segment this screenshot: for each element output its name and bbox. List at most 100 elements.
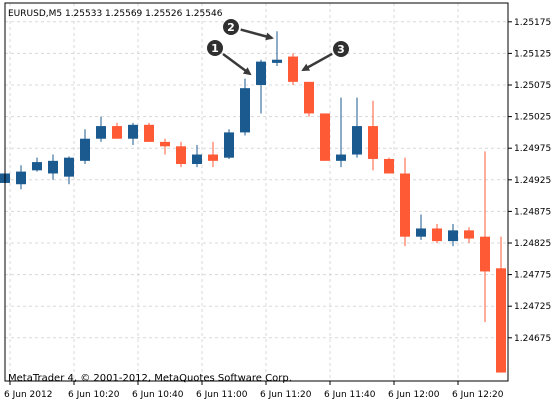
candle-body	[288, 56, 298, 82]
candle-body	[48, 160, 58, 174]
candle-body	[448, 230, 458, 242]
candle	[272, 31, 282, 67]
annotation-arrow	[222, 52, 252, 76]
candle	[448, 224, 458, 247]
x-axis: 6 Jun 2012 6 Jun 10:20 6 Jun 10:40 6 Jun 11…	[4, 381, 504, 400]
candle	[64, 156, 74, 185]
x-tick-label: 6 Jun 12:00	[388, 390, 440, 400]
annotations: 12 3	[207, 19, 349, 76]
candle-body	[144, 124, 154, 142]
annotation-circle	[333, 41, 349, 57]
candle	[304, 81, 314, 117]
symbol-header: EURUSD,M5 1.25533 1.25569 1.25526 1.2554…	[8, 9, 223, 19]
candle-body	[384, 158, 394, 174]
y-tick-label: 1.25075	[514, 81, 551, 91]
candle	[80, 129, 90, 164]
y-tick-label: 1.25125	[514, 49, 551, 59]
candle-body	[32, 162, 42, 171]
candle	[144, 122, 154, 142]
candle-body	[496, 268, 506, 373]
candle	[288, 53, 298, 85]
candle-body	[256, 61, 266, 85]
candle	[368, 100, 378, 171]
candle-body	[80, 138, 90, 161]
candle-body	[368, 126, 378, 159]
y-tick-label: 1.24775	[514, 271, 551, 281]
candle-body	[320, 113, 330, 161]
candle-body	[400, 173, 410, 237]
y-tick-label: 1.24875	[514, 207, 551, 217]
candle-body	[336, 154, 346, 161]
annotation-marker: 3	[301, 41, 349, 72]
candle-body	[464, 230, 474, 239]
plot-frame	[4, 2, 509, 382]
candle	[496, 236, 506, 373]
x-tick-label: 6 Jun 11:40	[324, 390, 376, 400]
candle	[464, 227, 474, 243]
y-tick-label: 1.24725	[514, 302, 551, 312]
y-tick-label: 1.24825	[514, 239, 551, 249]
candle-body	[272, 59, 282, 63]
annotation-number: 3	[337, 43, 345, 56]
candle	[16, 165, 26, 190]
candle	[480, 151, 490, 322]
candle	[320, 113, 330, 161]
candle	[208, 141, 218, 168]
candles	[0, 31, 506, 373]
y-tick-label: 1.24925	[514, 176, 551, 186]
candle	[32, 157, 42, 172]
candle	[384, 157, 394, 174]
x-tick-label: 6 Jun 11:20	[260, 390, 312, 400]
candle-body	[112, 126, 122, 139]
y-tick-label: 1.25025	[514, 113, 551, 123]
x-tick-label: 6 Jun 11:00	[196, 390, 248, 400]
candle-body	[16, 171, 26, 185]
annotation-number: 2	[227, 21, 235, 34]
candle-body	[240, 88, 250, 133]
candle-body	[128, 124, 138, 139]
y-axis: 1.25175 1.25125 1.25075 1.25025 1.24975 1.249…	[508, 18, 551, 344]
candle-body	[160, 141, 170, 147]
candle	[336, 97, 346, 168]
candle	[192, 145, 202, 168]
annotation-marker: 1	[207, 40, 252, 76]
candle	[256, 59, 266, 114]
candle-body	[192, 154, 202, 164]
candle	[96, 116, 106, 142]
candle	[176, 141, 186, 168]
annotation-marker: 2	[223, 19, 274, 41]
y-tick-label: 1.24675	[514, 334, 551, 344]
y-tick-label: 1.25175	[514, 18, 551, 28]
candle-body	[480, 236, 490, 272]
candle-body	[304, 81, 314, 114]
x-tick-label: 6 Jun 12:20	[452, 390, 504, 400]
annotation-arrow	[301, 52, 333, 72]
x-tick-label: 6 Jun 10:20	[68, 390, 120, 400]
candle-body	[96, 126, 106, 139]
copyright-text: MetaTrader 4, © 2001-2012, MetaQuotes So…	[8, 373, 292, 384]
x-tick-label: 6 Jun 2012	[4, 390, 52, 400]
candle	[160, 138, 170, 155]
candle-body	[208, 154, 218, 161]
candle	[416, 214, 426, 240]
candle	[432, 224, 442, 243]
candle	[224, 129, 234, 159]
candle-body	[416, 228, 426, 237]
candle	[400, 157, 410, 247]
candle	[48, 154, 58, 180]
candle-body	[64, 157, 74, 177]
annotation-circle	[223, 19, 239, 35]
y-tick-label: 1.24975	[514, 144, 551, 154]
candle-body	[176, 146, 186, 164]
annotation-arrow	[240, 28, 274, 41]
candle	[128, 122, 138, 146]
annotation-number: 1	[211, 42, 219, 55]
candle-body	[224, 132, 234, 158]
candle	[352, 97, 362, 158]
candle-body	[432, 228, 442, 242]
candle	[112, 122, 122, 139]
x-tick-label: 6 Jun 10:40	[132, 390, 184, 400]
